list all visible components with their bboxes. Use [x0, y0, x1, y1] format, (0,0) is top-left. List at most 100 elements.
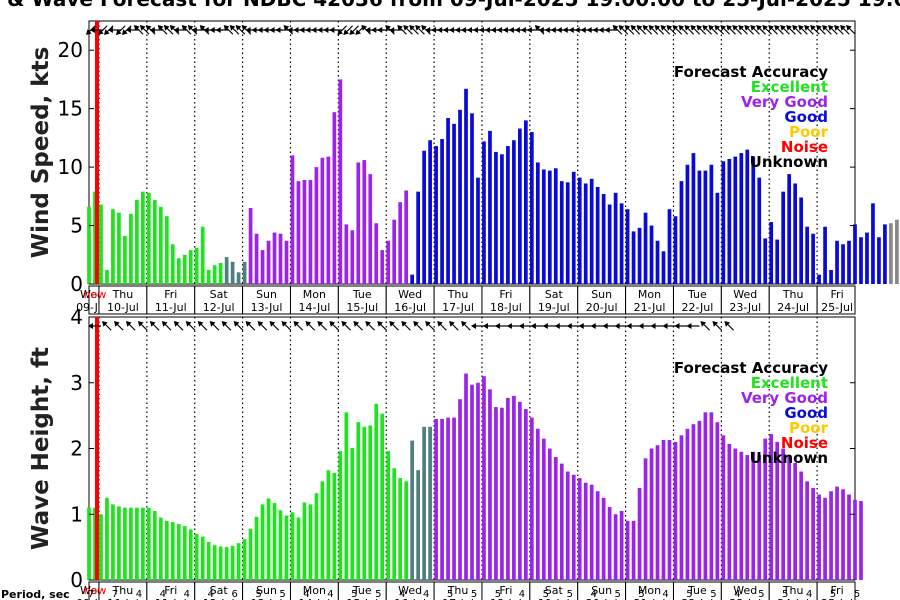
wind-bar	[314, 167, 319, 284]
direction-arrow-head	[461, 321, 467, 327]
period-value: 4	[160, 589, 166, 600]
wave-bar	[422, 426, 426, 580]
wave-bar	[332, 472, 337, 580]
wave-bar	[841, 489, 845, 580]
direction-arrow-head	[257, 27, 263, 33]
wave-bar	[787, 455, 792, 580]
direction-arrow-head	[518, 323, 524, 329]
wind-bar	[895, 219, 899, 284]
direction-arrow-head	[592, 27, 598, 33]
wave-bar	[368, 425, 373, 580]
direction-arrow-head	[121, 29, 128, 35]
direction-arrow-head	[437, 321, 443, 327]
legend-title: Forecast Accuracy	[674, 359, 828, 377]
direction-arrow-icon	[163, 25, 174, 35]
wind-bar	[619, 203, 624, 284]
direction-arrow-head	[353, 321, 360, 327]
wave-bar	[218, 546, 223, 580]
direction-arrow-icon	[526, 27, 540, 33]
wind-bar	[356, 162, 361, 284]
direction-arrow-icon	[275, 27, 289, 33]
direction-arrow-icon	[98, 25, 108, 35]
direction-arrow-head	[496, 27, 502, 33]
wind-bar	[841, 244, 845, 284]
wind-bar	[458, 109, 462, 284]
direction-arrow-head	[636, 25, 643, 31]
direction-arrow-icon	[149, 27, 163, 33]
wave-bar	[775, 441, 780, 580]
wind-bar	[697, 170, 702, 284]
direction-arrow-head	[343, 29, 350, 35]
direction-arrow-head	[413, 321, 419, 327]
wind-bar	[494, 151, 498, 284]
wave-bar	[404, 481, 409, 580]
period-value: 4	[136, 589, 142, 600]
wave-bar	[649, 448, 654, 580]
period-value: 4	[184, 589, 190, 600]
period-value: 4	[591, 589, 597, 600]
direction-arrow-icon	[834, 25, 844, 35]
wave-bar	[182, 526, 187, 580]
direction-arrow-head	[482, 323, 488, 329]
direction-arrow-head	[828, 25, 834, 31]
wave-bar	[506, 397, 510, 580]
direction-arrow-head	[287, 27, 293, 33]
direction-arrow-head	[305, 27, 311, 33]
wave-bar	[512, 395, 516, 580]
direction-arrow-icon	[215, 27, 229, 33]
direction-arrow-head	[774, 25, 780, 31]
wave-bar	[781, 448, 786, 580]
wave-bar	[200, 536, 205, 580]
direction-arrow-head	[810, 25, 816, 31]
wave-y-tick-label: 4	[70, 305, 83, 329]
wind-bar	[308, 179, 313, 284]
day-label-box	[672, 285, 722, 315]
direction-arrow-head	[257, 321, 264, 327]
direction-arrow-head	[173, 321, 180, 327]
direction-arrow-icon	[768, 25, 778, 35]
direction-arrow-icon	[191, 27, 205, 33]
direction-arrow-head	[449, 321, 455, 327]
direction-arrow-head	[415, 25, 421, 31]
direction-arrow-head	[173, 27, 179, 33]
wave-bar	[715, 422, 720, 580]
day-label-date: 17-Jul	[442, 301, 474, 314]
wind-bar	[392, 219, 397, 284]
wind-bar	[141, 191, 145, 284]
wind-bar	[829, 269, 833, 284]
direction-arrow-head	[612, 25, 619, 31]
wind-bar	[691, 153, 696, 284]
wind-bar	[272, 232, 277, 284]
direction-arrow-icon	[137, 321, 148, 331]
direction-arrow-head	[317, 321, 324, 327]
direction-arrow-icon	[604, 27, 618, 33]
legend-item: Unknown	[750, 153, 828, 171]
direction-arrow-head	[678, 25, 685, 31]
wind-bar	[751, 156, 756, 284]
wind-y-tick-label: 5	[70, 214, 83, 238]
period-value: 7	[112, 589, 118, 600]
wave-bar	[260, 504, 265, 580]
day-label-date: 09-Jul	[76, 597, 108, 600]
wave-y-axis-label: Wave Height, ft	[28, 347, 54, 550]
period-value: 4	[662, 589, 668, 600]
direction-arrow-icon	[415, 25, 425, 35]
day-label-dow: Tue	[352, 584, 372, 597]
direction-arrow-icon	[660, 25, 671, 35]
direction-arrow-icon	[161, 321, 172, 331]
day-label-dow: Mon	[303, 584, 326, 597]
direction-arrow-icon	[780, 25, 790, 35]
direction-arrow-head	[768, 25, 774, 31]
direction-arrow-head	[245, 321, 252, 327]
wave-bar	[158, 517, 163, 580]
wind-bar	[99, 204, 103, 284]
wind-bar	[254, 233, 259, 284]
wind-bar	[847, 240, 851, 284]
direction-arrow-icon	[792, 25, 802, 35]
day-label-dow: Wed	[733, 288, 757, 301]
day-label-dow: Fri	[499, 288, 512, 301]
direction-arrow-head	[283, 25, 290, 31]
wave-bar	[446, 417, 450, 580]
